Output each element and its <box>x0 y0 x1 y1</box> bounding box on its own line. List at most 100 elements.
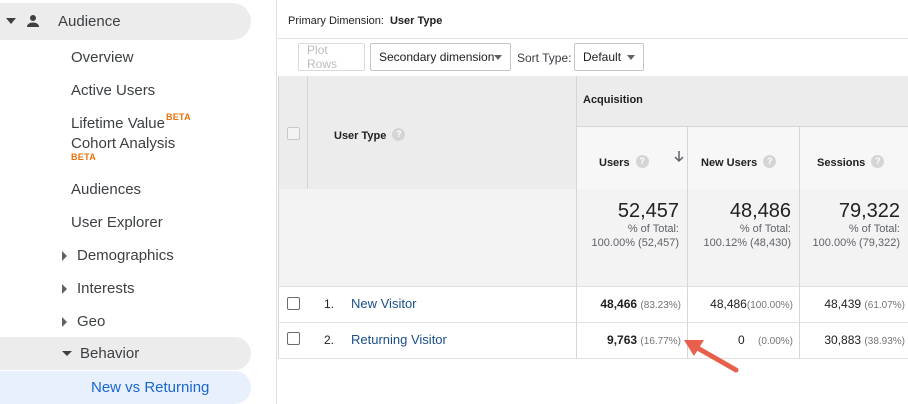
total-new-users-pct: % of Total: 100.12% (48,430) <box>688 222 791 250</box>
divider <box>307 76 308 189</box>
help-icon[interactable]: ? <box>392 128 406 142</box>
total-new-users: 48,486 <box>729 200 791 222</box>
users-cell: 9,763 (16.77%) <box>576 333 681 347</box>
person-icon <box>27 15 39 27</box>
totals-row <box>278 189 908 286</box>
help-icon[interactable]: ? <box>871 155 885 169</box>
help-icon[interactable]: ? <box>763 155 777 169</box>
users-cell: 48,466 (83.23%) <box>576 297 681 311</box>
total-pct-value: 100.00% (79,322) <box>812 237 900 249</box>
column-header-label: User Type <box>334 130 387 142</box>
user-type-header[interactable]: User Type? <box>334 126 406 144</box>
annotation-arrow-icon <box>684 340 739 373</box>
sessions-pct: (38.93%) <box>864 336 905 347</box>
sidebar-item-label: Cohort Analysis <box>71 135 176 152</box>
help-icon[interactable]: ? <box>635 155 649 169</box>
total-users: 52,457 <box>617 200 679 222</box>
data-table: Acquisition User Type? Users? New Users?… <box>278 76 908 404</box>
beta-badge: BETA <box>165 111 191 122</box>
users-value: 48,466 <box>600 297 638 311</box>
total-users-pct: % of Total: 100.00% (52,457) <box>576 222 679 250</box>
sidebar-item-label: Audience <box>58 13 121 30</box>
user-type-link[interactable]: Returning Visitor <box>351 332 447 347</box>
plot-rows-button[interactable]: Plot Rows <box>298 43 365 71</box>
row-checkbox[interactable] <box>287 332 300 345</box>
total-pct-value: 100.12% (48,430) <box>703 237 791 249</box>
new-users-pct: (0.00%) <box>757 336 793 347</box>
secondary-dimension-label: Secondary dimension <box>379 50 495 64</box>
sidebar-item-active-users[interactable]: Active Users <box>71 74 155 107</box>
sidebar-item-demographics[interactable]: Demographics <box>62 239 174 272</box>
caret-down-icon <box>6 18 16 24</box>
total-pct-value: 100.00% (52,457) <box>591 237 679 249</box>
new-users-header[interactable]: New Users? <box>701 153 777 171</box>
secondary-dimension-dropdown[interactable]: Secondary dimension <box>370 43 511 71</box>
sidebar-item-label: Overview <box>71 49 134 66</box>
new-users-value: 0 <box>737 333 745 347</box>
row-checkbox[interactable] <box>287 297 300 310</box>
sidebar-item-cohort-analysis[interactable]: Cohort Analysis BETA <box>71 136 175 170</box>
sidebar-item-label: Audiences <box>71 181 142 198</box>
column-header-label: New Users <box>701 157 758 169</box>
sidebar-item-label: User Explorer <box>71 214 163 231</box>
sidebar-item-new-vs-returning[interactable]: New vs Returning <box>0 371 251 404</box>
sidebar-nav: Audience Overview Active Users Lifetime … <box>0 0 277 404</box>
new-users-pct: (100.00%) <box>746 300 793 311</box>
sessions-header[interactable]: Sessions? <box>817 153 885 171</box>
row-number: 1. <box>324 297 335 311</box>
table-toolbar: Plot Rows Secondary dimension Sort Type:… <box>278 38 908 76</box>
sidebar-item-audiences[interactable]: Audiences <box>71 173 141 206</box>
new-users-value: 48,486 <box>710 297 747 311</box>
select-all-checkbox[interactable] <box>287 127 300 140</box>
sidebar-item-geo[interactable]: Geo <box>62 305 105 338</box>
total-sessions: 79,322 <box>838 200 900 222</box>
sidebar-item-interests[interactable]: Interests <box>62 272 135 305</box>
sidebar-item-label: Lifetime Value <box>71 115 165 132</box>
column-header-label: Sessions <box>817 157 866 169</box>
caret-right-icon <box>62 283 67 294</box>
caret-down-icon <box>62 351 72 356</box>
total-pct-label: % of Total: <box>627 223 679 235</box>
row-number: 2. <box>324 333 335 347</box>
chevron-down-icon <box>494 55 502 60</box>
sessions-value: 30,883 <box>824 333 862 347</box>
primary-dimension-value[interactable]: User Type <box>389 15 443 27</box>
divider <box>278 322 908 323</box>
caret-right-icon <box>62 316 67 327</box>
sessions-cell: 30,883 (38.93%) <box>800 333 905 347</box>
users-header[interactable]: Users? <box>599 153 649 171</box>
divider <box>576 76 577 358</box>
divider <box>687 126 688 358</box>
sidebar-item-label: Interests <box>77 280 135 297</box>
sidebar-item-lifetime-value[interactable]: Lifetime Value BETA <box>71 107 191 140</box>
sidebar-item-audience[interactable]: Audience <box>0 3 251 40</box>
chevron-down-icon <box>627 55 635 60</box>
sidebar-item-label: Geo <box>77 313 106 330</box>
beta-badge: BETA <box>71 152 97 162</box>
report-panel: Primary Dimension: User Type Plot Rows Se… <box>278 0 908 404</box>
users-pct: (16.77%) <box>640 336 681 347</box>
caret-right-icon <box>62 250 67 261</box>
sidebar-item-user-explorer[interactable]: User Explorer <box>71 206 163 239</box>
sidebar-item-label: Behavior <box>80 345 140 362</box>
user-type-link[interactable]: New Visitor <box>351 296 417 311</box>
sidebar-item-behavior[interactable]: Behavior <box>0 337 251 370</box>
sessions-value: 48,439 <box>824 297 862 311</box>
users-value: 9,763 <box>607 333 638 347</box>
sort-type-value: Default <box>583 50 622 64</box>
acquisition-header: Acquisition <box>583 94 643 106</box>
divider <box>799 126 800 358</box>
sort-type-label: Sort Type: <box>517 51 572 65</box>
users-pct: (83.23%) <box>640 300 681 311</box>
column-header-label: Users <box>599 157 630 169</box>
sort-type-dropdown[interactable]: Default <box>574 43 644 71</box>
sidebar-item-overview[interactable]: Overview <box>71 41 134 74</box>
sort-descending-icon[interactable] <box>674 151 684 163</box>
divider <box>278 76 279 358</box>
sidebar-item-label: Active Users <box>71 82 156 99</box>
divider <box>278 358 908 359</box>
new-users-cell: 0 (0.00%) <box>688 333 793 347</box>
group-header: Acquisition <box>576 76 908 126</box>
divider <box>576 126 908 127</box>
primary-dimension-label: Primary Dimension: <box>288 15 384 27</box>
